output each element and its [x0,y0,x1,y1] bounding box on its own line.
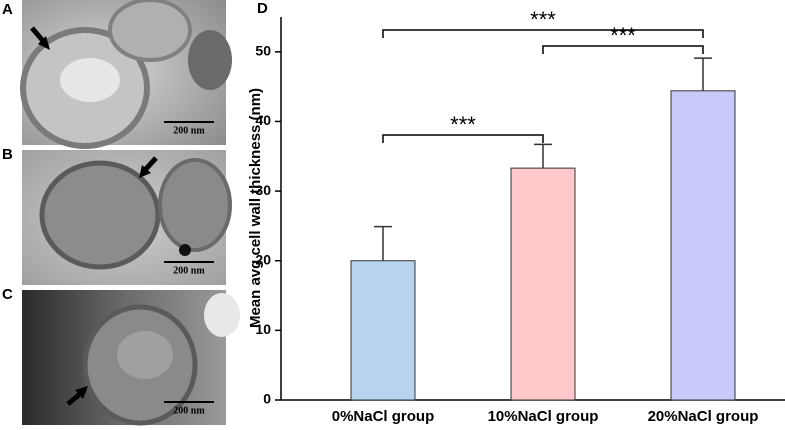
significance-bracket [382,134,544,143]
significance-label: *** [450,112,476,137]
significance-bracket [542,45,704,54]
y-tick-label: 50 [255,43,271,59]
micrograph-b [22,150,232,285]
y-tick-label: 0 [263,391,271,407]
panel-label: C [2,286,13,303]
significance-bracket [382,29,704,38]
micrograph-c [22,290,240,426]
panel-label: D [257,0,268,17]
bar [510,167,576,401]
bar [350,260,416,401]
scale-bar-label: 200 nm [173,125,205,136]
panel-label: A [2,1,13,18]
bar [670,90,736,401]
scale-bar-label: 200 nm [173,265,205,276]
panel-label: B [2,146,13,163]
x-tick-label: 0%NaCl group [332,408,435,425]
y-tick-label: 40 [255,112,271,128]
y-axis-label: Mean avg cell wall thickness (nm) [247,88,264,328]
scale-bar-label: 200 nm [173,405,205,416]
y-tick-label: 30 [255,182,271,198]
significance-label: *** [530,7,556,32]
x-tick-label: 20%NaCl group [648,408,759,425]
significance-label: *** [610,23,636,48]
micrograph-a [20,0,232,149]
x-tick-label: 10%NaCl group [488,408,599,425]
y-tick-label: 20 [255,251,271,267]
y-tick-label: 10 [255,321,271,337]
